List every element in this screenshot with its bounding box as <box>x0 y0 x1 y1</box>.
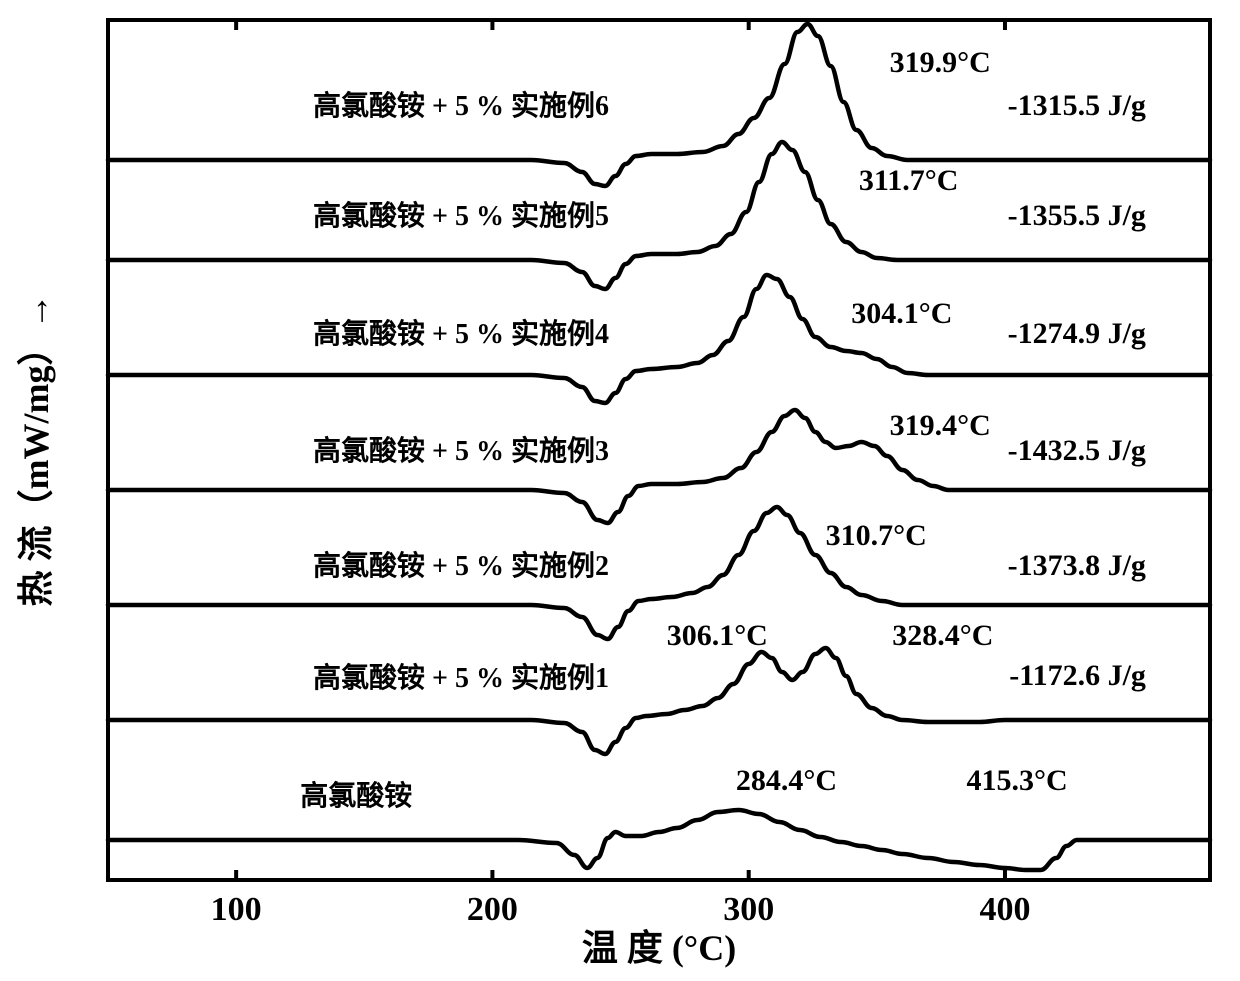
chart-svg: 100 200 300 400 温 度 (°C) 热 流（mW/mg）→ 高氯酸铵 284.4… <box>0 0 1240 981</box>
x-tick-label: 200 <box>467 891 518 928</box>
x-tick-label: 300 <box>723 891 774 928</box>
enthalpy-label-3: -1432.5 J/g <box>1008 434 1146 467</box>
peak-label-0-1: 415.3°C <box>967 764 1068 797</box>
curve-label-1: 高氯酸铵 + 5 % 实施例1 <box>313 661 609 694</box>
peak-label-1-0: 306.1°C <box>667 619 768 652</box>
curve-label-2: 高氯酸铵 + 5 % 实施例2 <box>313 549 609 582</box>
x-tick-label: 100 <box>211 891 262 928</box>
peak-label-0-0: 284.4°C <box>736 764 837 797</box>
enthalpy-label-1: -1172.6 J/g <box>1009 659 1146 692</box>
curve-0 <box>108 810 1210 870</box>
x-axis-label: 温 度 (°C) <box>582 928 736 968</box>
enthalpy-label-6: -1315.5 J/g <box>1008 89 1146 122</box>
curve-label-0: 高氯酸铵 <box>300 780 412 812</box>
peak-label-4-0: 304.1°C <box>851 297 952 330</box>
enthalpy-label-5: -1355.5 J/g <box>1008 199 1146 232</box>
curve-label-5: 高氯酸铵 + 5 % 实施例5 <box>313 199 609 232</box>
enthalpy-label-4: -1274.9 J/g <box>1008 317 1146 350</box>
peak-label-5-0: 311.7°C <box>859 164 959 197</box>
peak-label-2-0: 310.7°C <box>826 519 927 552</box>
curve-label-6: 高氯酸铵 + 5 % 实施例6 <box>313 89 609 122</box>
peak-label-3-0: 319.4°C <box>890 409 991 442</box>
peak-label-6-0: 319.9°C <box>890 46 991 79</box>
peak-label-1-1: 328.4°C <box>892 619 993 652</box>
enthalpy-label-2: -1373.8 J/g <box>1008 549 1146 582</box>
y-axis-label: 热 流（mW/mg）→ <box>16 294 56 607</box>
dsc-chart: 100 200 300 400 温 度 (°C) 热 流（mW/mg）→ 高氯酸铵 284.4… <box>0 0 1240 981</box>
curve-label-4: 高氯酸铵 + 5 % 实施例4 <box>313 317 609 350</box>
x-tick-label: 400 <box>979 891 1030 928</box>
curve-label-3: 高氯酸铵 + 5 % 实施例3 <box>313 434 609 467</box>
